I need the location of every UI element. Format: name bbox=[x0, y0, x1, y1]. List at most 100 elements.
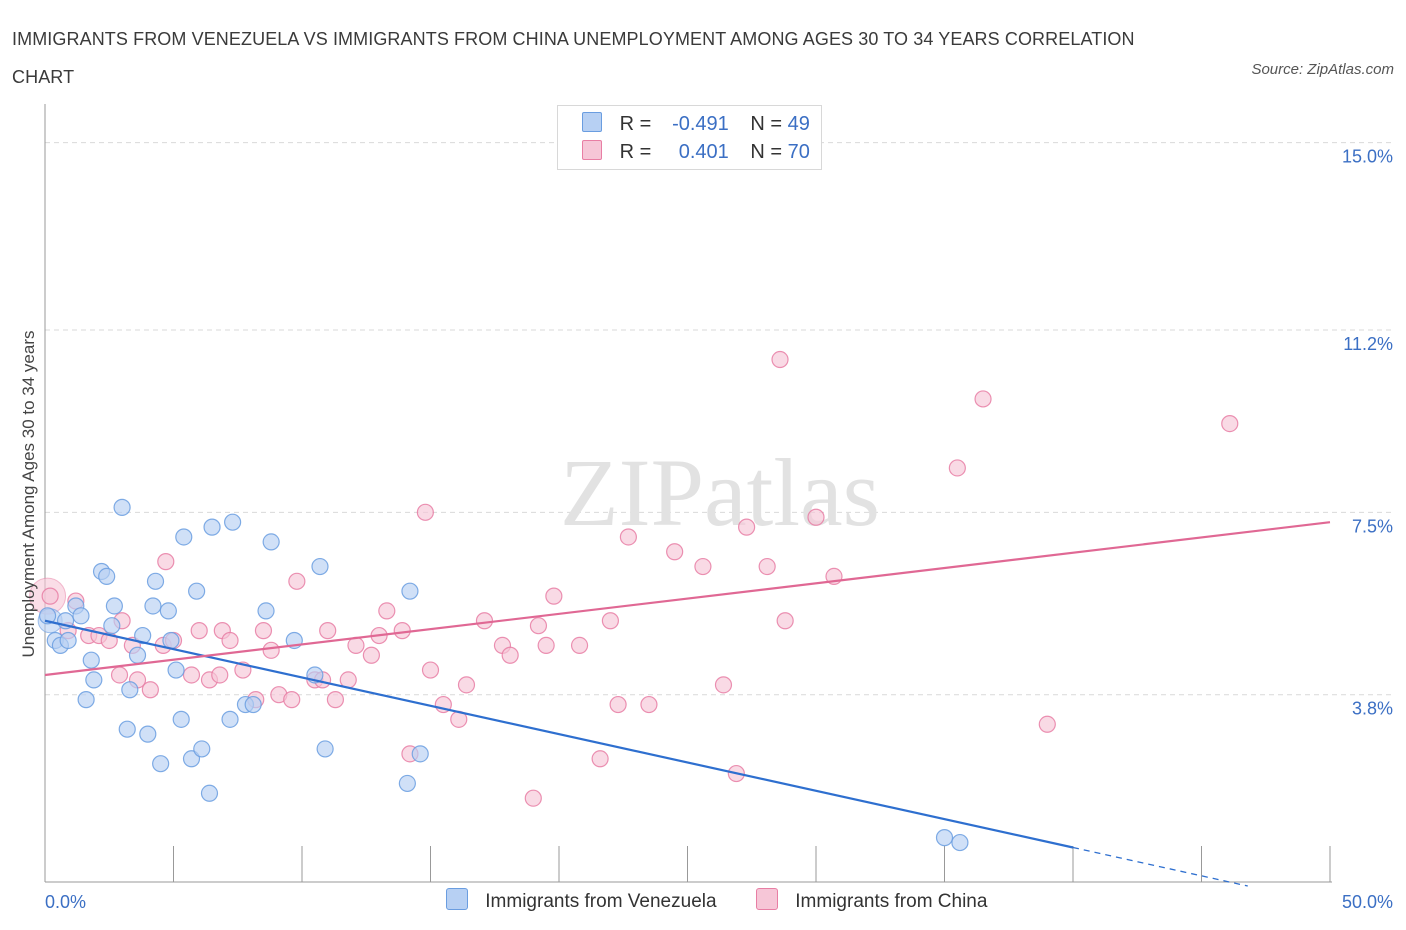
y-tick-label: 11.2% bbox=[1343, 334, 1393, 354]
n-value-china: 70 bbox=[787, 141, 810, 163]
china-point bbox=[776, 612, 794, 630]
legend-label-venezuela: Immigrants from Venezuela bbox=[485, 891, 717, 912]
china-point bbox=[457, 676, 476, 694]
venezuela-point bbox=[951, 833, 969, 852]
china-point bbox=[421, 661, 440, 679]
venezuela-point bbox=[85, 671, 103, 689]
venezuela-point bbox=[311, 557, 329, 576]
china-point bbox=[362, 646, 380, 664]
venezuela-point bbox=[144, 597, 162, 615]
venezuela-point bbox=[59, 631, 77, 650]
venezuela-point bbox=[139, 725, 157, 743]
venezuela-point bbox=[257, 602, 275, 620]
china-swatch bbox=[582, 140, 602, 160]
china-point bbox=[221, 631, 239, 650]
venezuela-point bbox=[152, 755, 170, 773]
data-points bbox=[29, 350, 1239, 852]
china-point bbox=[141, 681, 159, 699]
n-label: N = bbox=[750, 141, 783, 163]
china-point bbox=[347, 636, 365, 655]
venezuela-swatch bbox=[582, 112, 602, 132]
china-point bbox=[182, 666, 201, 684]
venezuela-point bbox=[203, 518, 221, 536]
venezuela-point bbox=[118, 720, 136, 738]
china-point bbox=[501, 646, 519, 664]
china-point bbox=[529, 617, 548, 635]
china-point bbox=[378, 602, 396, 620]
gridlines bbox=[45, 142, 1395, 696]
venezuela-point bbox=[159, 602, 177, 620]
china-point bbox=[771, 350, 789, 369]
legend-row-china: R = 0.401 N = 70 bbox=[582, 140, 810, 166]
y-tick-label: 15.0% bbox=[1342, 147, 1393, 167]
y-axis-label: Unemployment Among Ages 30 to 34 years bbox=[19, 331, 38, 658]
china-point bbox=[211, 666, 229, 684]
china-point bbox=[714, 676, 733, 694]
venezuela-point bbox=[221, 710, 239, 728]
china-point bbox=[758, 557, 776, 576]
x-tick-label: 50.0% bbox=[1342, 892, 1393, 912]
venezuela-point bbox=[411, 745, 429, 763]
china-point bbox=[1038, 715, 1056, 733]
venezuela-point bbox=[128, 646, 147, 664]
x-tick-label: 0.0% bbox=[45, 892, 86, 912]
legend-label-china: Immigrants from China bbox=[795, 891, 988, 912]
axes bbox=[44, 104, 1332, 883]
china-trend-line bbox=[44, 521, 1331, 677]
correlation-legend: R = -0.491 N = 49 R = 0.401 N = 70 bbox=[557, 105, 822, 170]
china-point bbox=[545, 587, 563, 605]
venezuela-point bbox=[162, 631, 180, 650]
venezuela-point bbox=[316, 740, 334, 758]
r-label: R = bbox=[619, 113, 652, 135]
trend-lines bbox=[44, 521, 1331, 887]
legend-row-venezuela: R = -0.491 N = 49 bbox=[582, 112, 810, 138]
china-point bbox=[948, 459, 966, 477]
china-point bbox=[974, 390, 992, 408]
venezuela-point bbox=[193, 740, 211, 758]
source-label: Source: ZipAtlas.com bbox=[1251, 61, 1394, 78]
r-value-china: 0.401 bbox=[678, 141, 729, 163]
china-point bbox=[416, 503, 434, 521]
china-point bbox=[570, 636, 589, 655]
venezuela-point bbox=[175, 528, 193, 546]
china-point bbox=[591, 750, 609, 768]
venezuela-point bbox=[398, 774, 416, 793]
china-point bbox=[110, 666, 129, 684]
legend-item-venezuela[interactable]: Immigrants from Venezuela bbox=[446, 888, 717, 913]
china-point bbox=[619, 528, 637, 546]
venezuela-point bbox=[935, 829, 954, 847]
china-point bbox=[262, 641, 280, 659]
china-point bbox=[640, 695, 658, 714]
venezuela-point bbox=[72, 607, 90, 625]
r-label: R = bbox=[619, 141, 652, 163]
china-point bbox=[738, 518, 756, 536]
venezuela-point bbox=[244, 695, 262, 714]
venezuela-swatch bbox=[446, 888, 468, 910]
china-point bbox=[537, 636, 555, 655]
venezuela-point bbox=[134, 626, 152, 645]
venezuela-point bbox=[188, 582, 206, 600]
y-tick-label: 3.8% bbox=[1352, 699, 1393, 719]
venezuela-point bbox=[105, 597, 123, 615]
china-point bbox=[319, 622, 337, 640]
venezuela-point bbox=[262, 533, 280, 551]
china-point bbox=[666, 543, 684, 561]
china-point bbox=[694, 557, 712, 576]
legend-item-china[interactable]: Immigrants from China bbox=[756, 888, 987, 913]
china-point bbox=[326, 691, 345, 709]
venezuela-point bbox=[146, 572, 165, 590]
venezuela-point bbox=[121, 681, 139, 699]
venezuela-point bbox=[38, 607, 57, 625]
venezuela-point bbox=[113, 498, 131, 516]
venezuela-point bbox=[82, 651, 100, 669]
r-value-venezuela: -0.491 bbox=[672, 113, 729, 135]
venezuela-point bbox=[167, 661, 185, 679]
venezuela-trend-line bbox=[44, 619, 1074, 849]
tick-labels: 3.8% 7.5% 11.2% 15.0% 0.0% 50.0% bbox=[45, 147, 1393, 912]
china-point bbox=[601, 612, 620, 630]
y-tick-label: 7.5% bbox=[1352, 516, 1393, 536]
venezuela-point bbox=[103, 617, 121, 635]
china-point bbox=[254, 622, 273, 640]
china-swatch bbox=[756, 888, 778, 910]
